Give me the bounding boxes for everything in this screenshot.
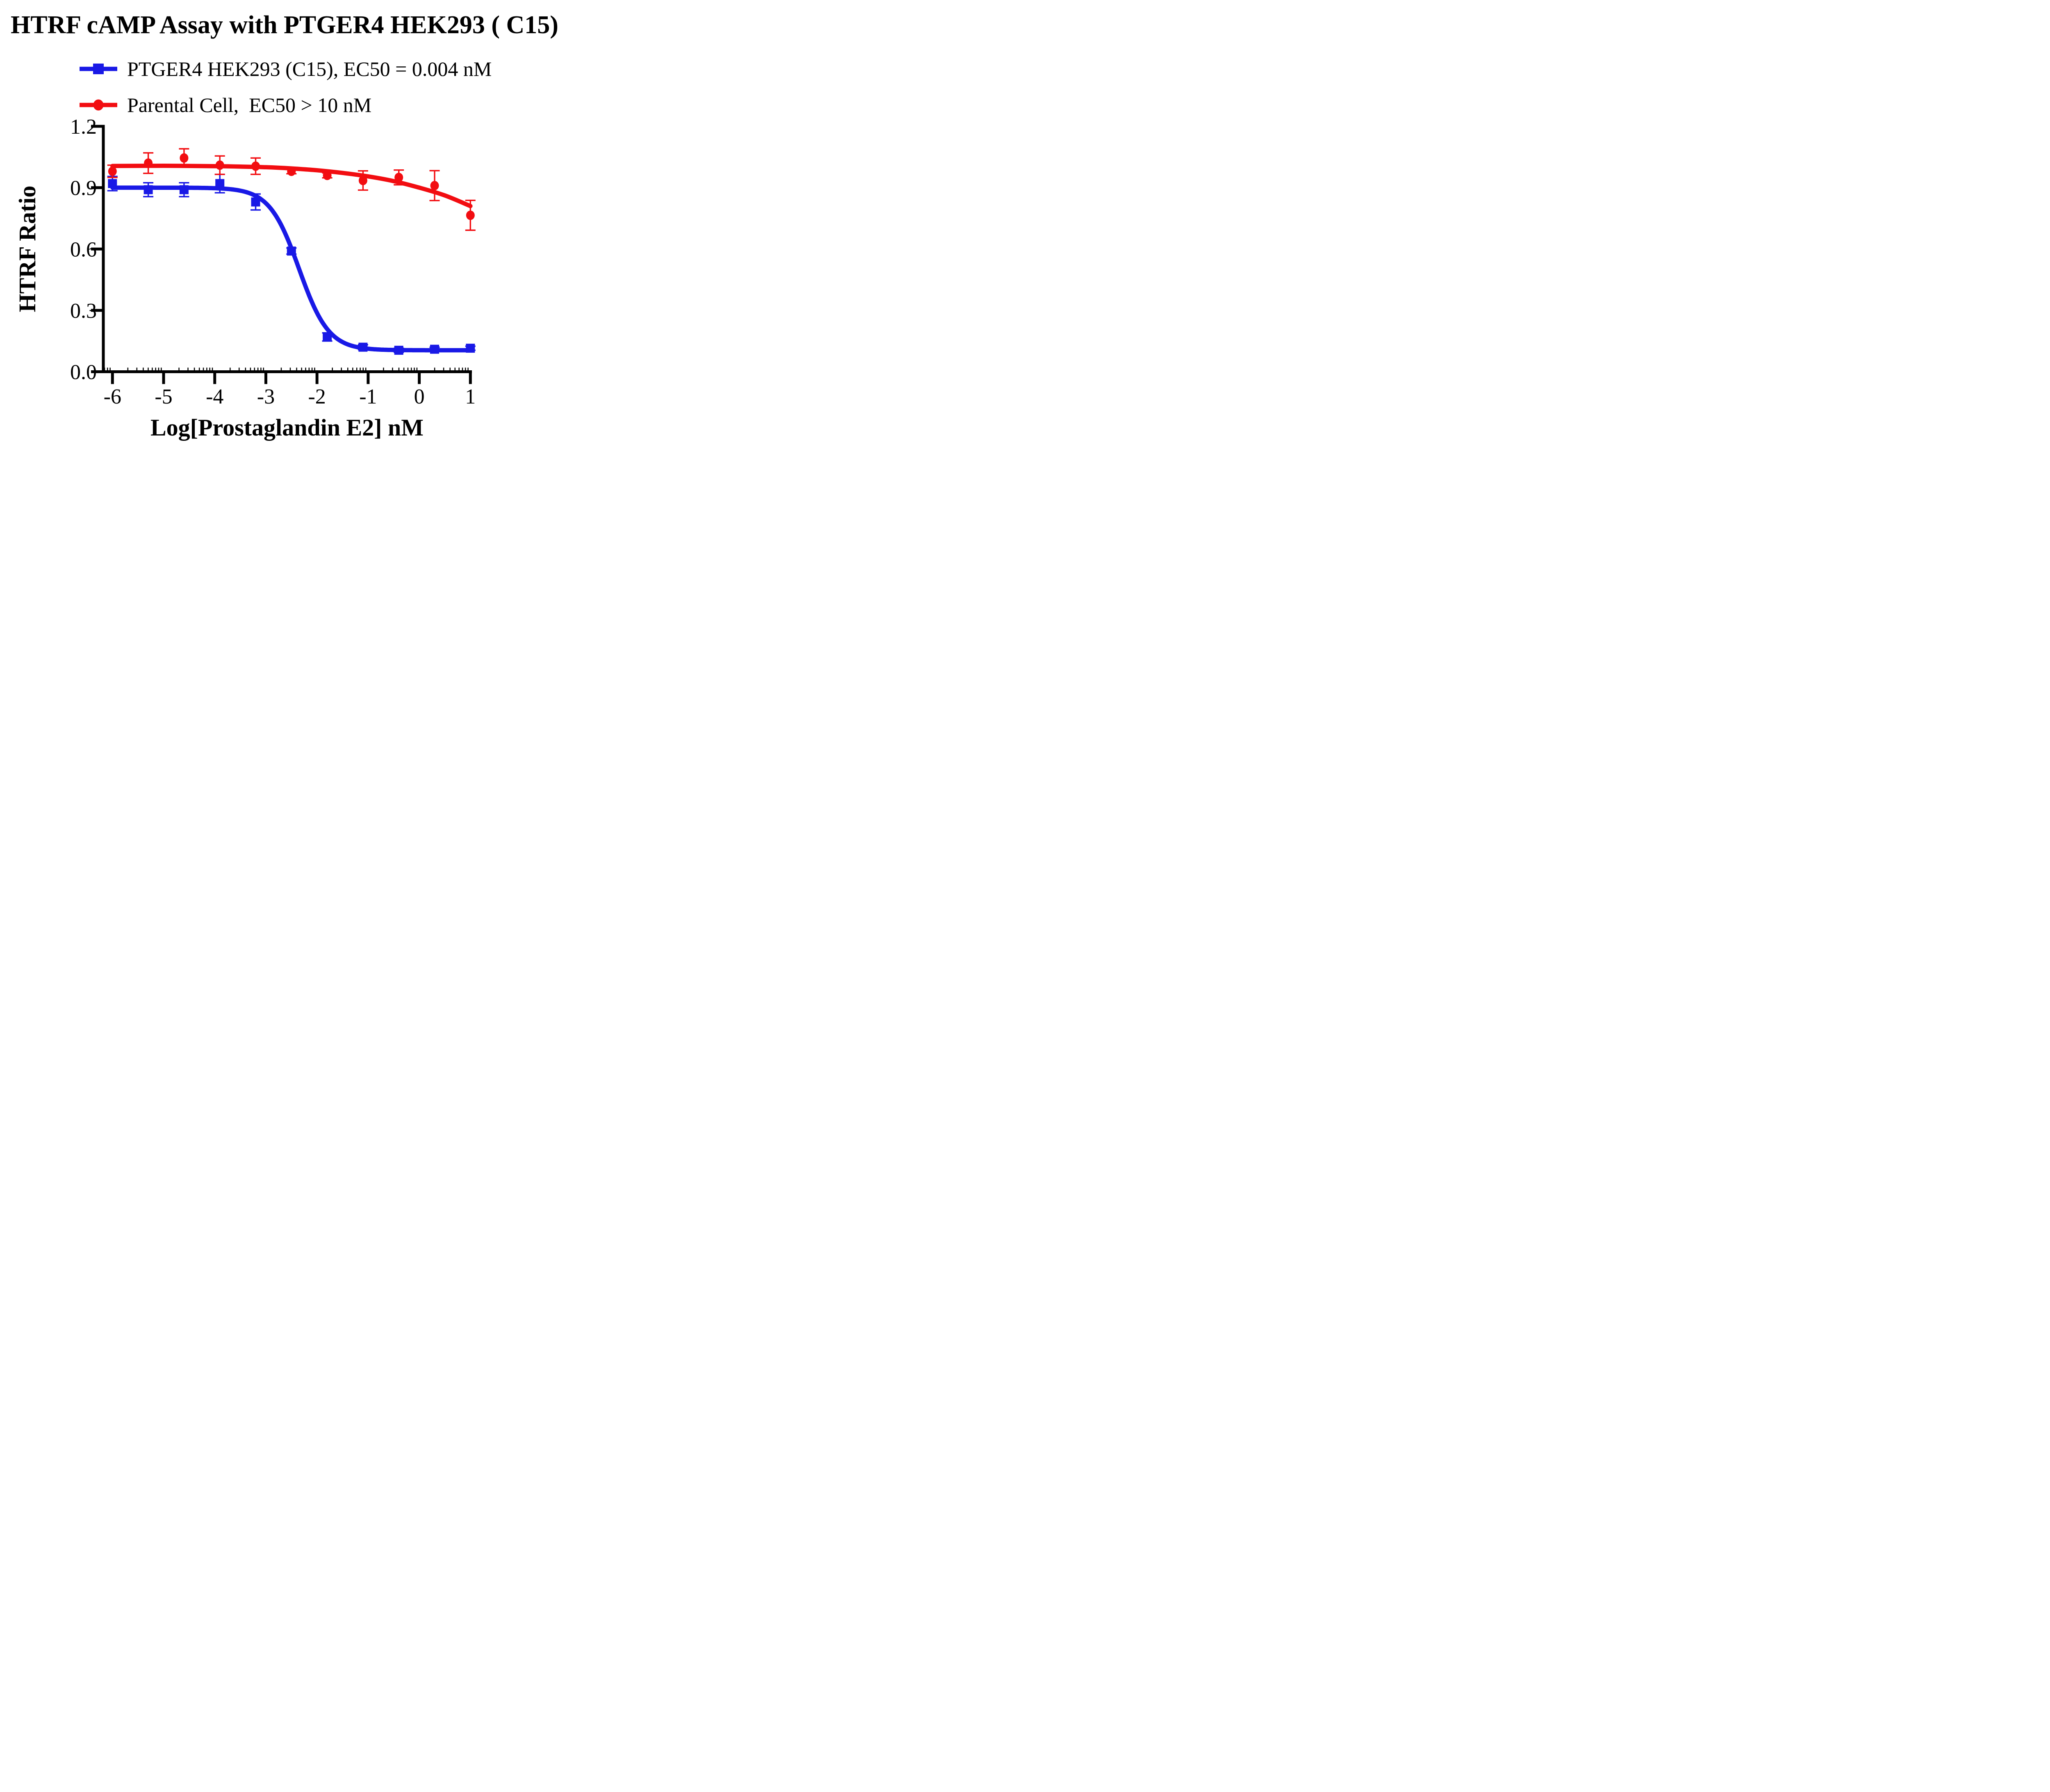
x-tick-label: -6 [104,385,121,408]
data-point [287,246,296,256]
axes: -6 -5 -4 -3 -2 -1 0 1 0.0 0.3 0.6 0.9 1.2 Log[Prostag… [14,115,476,441]
data-point [394,346,403,355]
x-tick-label: -1 [359,385,377,408]
series-parental [107,148,476,231]
legend: PTGER4 HEK293 (C15), EC50 = 0.004 nM Par… [0,0,569,123]
y-axis-title: HTRF Ratio [14,186,41,312]
legend-item-ptger4: PTGER4 HEK293 (C15), EC50 = 0.004 nM [79,57,492,80]
square-marker-icon [80,64,117,74]
legend-item-label: PTGER4 HEK293 (C15), EC50 = 0.004 nM [127,57,492,80]
data-point [430,344,439,354]
data-point [179,185,189,194]
data-point [215,160,224,170]
data-point [466,344,475,353]
x-axis-title: Log[Prostaglandin E2] nM [150,414,424,441]
x-tick-label: -3 [257,385,275,408]
y-tick-label: 1.2 [70,115,97,139]
data-point [466,210,475,220]
legend-item-parental: Parental Cell, EC50 > 10 nM [79,93,371,116]
x-tick-label: 0 [414,385,425,408]
data-point [287,166,296,176]
data-point [251,197,260,207]
data-point [108,179,117,188]
series-ptger4 [107,173,476,355]
dose-response-chart: -6 -5 -4 -3 -2 -1 0 1 0.0 0.3 0.6 0.9 1.2 Log[Prostag… [14,115,476,441]
data-point [430,181,439,191]
fit-curve [110,185,473,353]
data-point [358,176,367,185]
x-tick-label: -5 [155,385,172,408]
error-bars [107,173,476,353]
page-title: HTRF cAMP Assay with PTGER4 HEK293 ( C15… [11,11,558,39]
y-tick-label: 0.6 [70,238,97,261]
data-point [251,161,260,171]
data-point [323,332,332,342]
data-point [144,158,153,168]
data-points [108,153,475,220]
legend-item-label: Parental Cell, EC50 > 10 nM [127,93,372,116]
data-point [215,179,225,188]
data-point [358,342,368,352]
data-points [108,179,475,355]
data-point [180,153,189,163]
y-tick-label: 0.3 [70,299,97,323]
y-tick-label: 0.0 [70,361,97,384]
x-tick-label: -2 [308,385,326,408]
y-tick-label: 0.9 [70,177,97,200]
x-tick-label: 1 [465,385,476,408]
data-point [323,171,332,180]
x-tick-label: -4 [206,385,223,408]
data-point [144,185,153,194]
x-minor-ticks [104,367,469,372]
data-point [394,173,403,182]
fit-curve [110,164,473,208]
circle-marker-icon [80,99,117,111]
data-point [108,166,117,176]
